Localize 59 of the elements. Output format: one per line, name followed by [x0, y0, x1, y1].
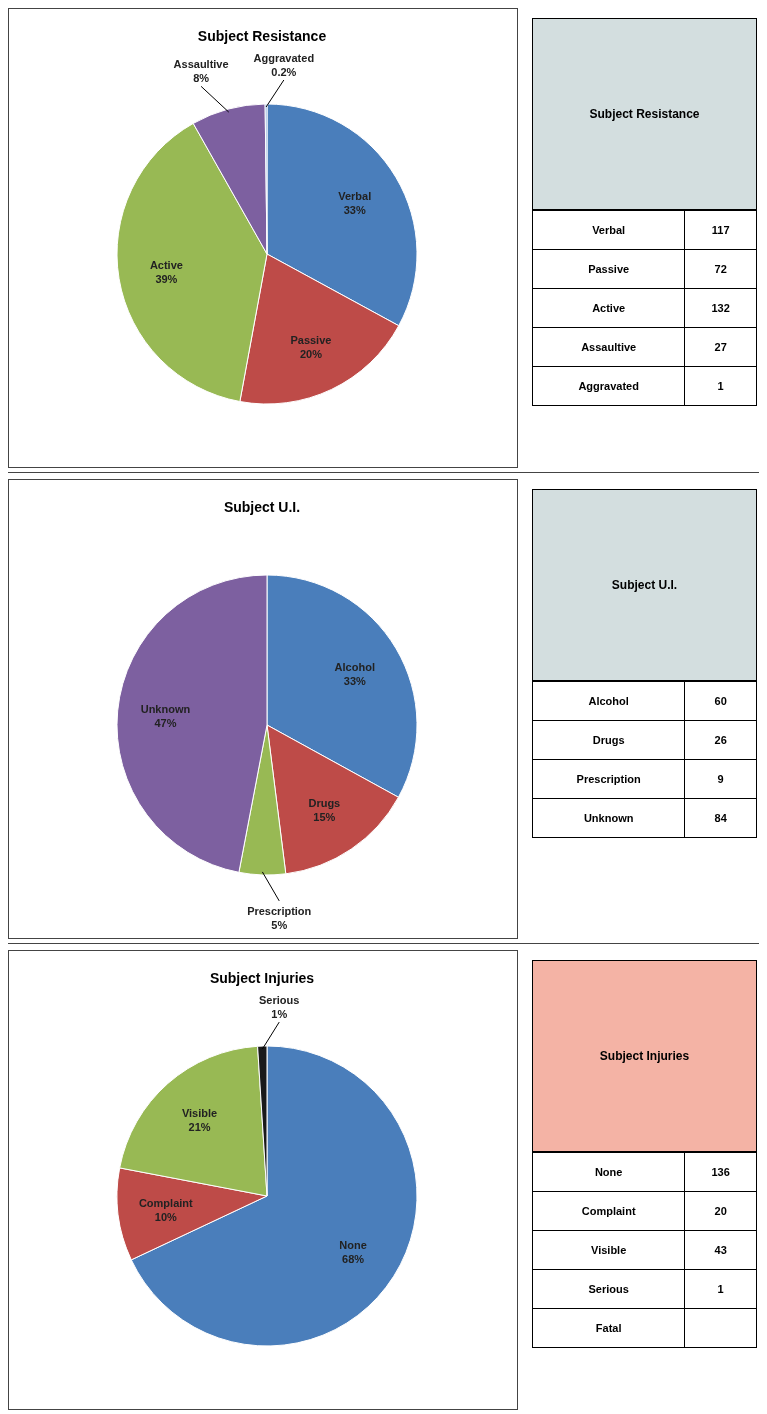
data-label: 0.2% [271, 66, 297, 78]
chart-title: Subject Resistance [197, 28, 327, 44]
slice-label: Alcohol [334, 661, 375, 674]
data-label: 33% [343, 203, 366, 216]
data-label: 26 [684, 720, 757, 760]
slice-label: Assaultive [173, 58, 229, 71]
slice-label: Visible [181, 1107, 218, 1120]
data-label: 43 [684, 1230, 757, 1270]
text: Subject U.I. [532, 489, 757, 681]
data-label: 21% [188, 1121, 211, 1134]
slice-label: Unknown [140, 703, 191, 716]
chart-title: Subject U.I. [223, 499, 301, 515]
slice-label: Verbal [338, 189, 372, 202]
slice-label: Active [149, 258, 183, 271]
data-label: 47% [154, 717, 177, 730]
data-label: 8% [193, 72, 210, 85]
data-label: 72 [684, 249, 757, 289]
data-label: 33% [343, 675, 367, 688]
data-label: 1 [684, 1269, 757, 1309]
data-label: 1 [684, 366, 757, 406]
data-label: 84 [684, 798, 757, 838]
category-label: Active [532, 288, 685, 328]
text: Subject Resistance [532, 18, 757, 210]
category-label: Assaultive [532, 327, 685, 367]
data-label: 27 [684, 327, 757, 367]
slice-label: Prescription [247, 904, 312, 917]
category-label: Prescription [532, 759, 685, 799]
chart-title: Subject Injuries [209, 970, 315, 986]
data-label: 1% [271, 1008, 288, 1021]
data-label: 136 [684, 1152, 757, 1192]
data-label: 20 [684, 1191, 757, 1231]
slice-label: None [339, 1238, 367, 1251]
slice-label: Drugs [308, 797, 341, 810]
category-label: Passive [532, 249, 685, 289]
category-label: Aggravated [532, 366, 685, 406]
slice-label: Passive [290, 334, 332, 347]
data-label: 132 [684, 288, 757, 328]
data-label: 117 [684, 210, 757, 250]
category-label: None [532, 1152, 685, 1192]
category-label: Alcohol [532, 681, 685, 721]
category-label: Visible [532, 1230, 685, 1270]
data-label: 10% [154, 1210, 178, 1223]
category-label: Drugs [532, 720, 685, 760]
data-label: 9 [684, 759, 757, 799]
slice-label: Complaint [138, 1196, 194, 1209]
data-label: 5% [271, 918, 288, 931]
category-label: Serious [532, 1269, 685, 1309]
category-label: Unknown [532, 798, 685, 838]
data-label: 39% [155, 272, 178, 285]
slice-label: Aggravated [253, 52, 315, 64]
category-label: Verbal [532, 210, 685, 250]
category-label: Complaint [532, 1191, 685, 1231]
data-label: 60 [684, 681, 757, 721]
data-label: 20% [299, 348, 323, 361]
category-label: Fatal [532, 1308, 685, 1348]
slice-label: Serious [259, 994, 300, 1007]
text: Subject Injuries [532, 960, 757, 1152]
data-label: 68% [342, 1252, 365, 1265]
data-label: 15% [313, 811, 336, 824]
